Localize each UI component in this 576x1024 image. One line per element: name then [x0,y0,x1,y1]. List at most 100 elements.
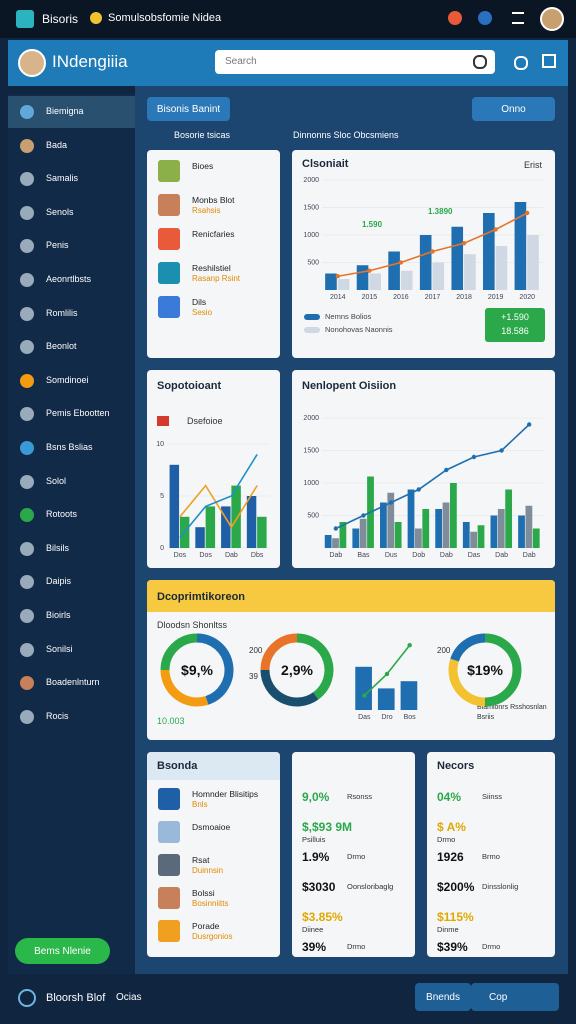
x-tick-label: Dob [412,552,425,559]
stat-label: Oonsloribaglg [347,882,394,891]
bar [525,505,533,548]
sidebar-item[interactable]: Pemis Ebootten [8,398,135,430]
sidebar-item[interactable]: Somdinoei [8,365,135,397]
sidebar-label: Somdinoei [46,374,89,385]
bar [355,666,372,710]
sidebar-item[interactable]: Daipis [8,566,135,598]
bar [415,528,422,548]
donut-side-label: 200 [437,646,451,655]
sidebar-label: Aeonrtlbsts [46,274,92,284]
y-tick-label: 5 [160,493,164,500]
sidebar-item[interactable]: Bsns Bslias [8,432,135,464]
item-icon [158,228,180,250]
line [335,423,530,530]
bar [432,262,445,290]
card-title: Necors [437,760,475,772]
card-title: Dcoprimtikoreon [157,591,246,603]
stat-value: $3030 [302,880,336,894]
x-tick-label: 2018 [456,294,472,301]
sidebar-item[interactable]: Sonilsi [8,634,135,666]
sidebar-item[interactable]: Bilsils [8,533,135,565]
sidebar-icon [20,306,34,321]
sidebar-item[interactable]: Beonlot [8,331,135,363]
bar [388,251,400,290]
stat-value: 04% [437,790,462,804]
app-name: Bisoris [42,12,79,26]
sidebar-icon [20,239,34,254]
bar [380,502,387,548]
line-point [444,467,449,473]
sidebar-item[interactable]: Aeonrtlbsts [8,264,135,296]
footer-button-label: Bnends [426,991,460,1003]
sidebar-item[interactable]: Penis [8,230,135,262]
toolbar-button-label: Onno [501,103,526,115]
sidebar-item[interactable]: Bioirls [8,600,135,632]
line-point [333,526,339,531]
bar [490,515,498,548]
notify-icon[interactable] [448,11,462,25]
item-title: Bioes [192,161,214,171]
x-tick-label: Dab [329,552,342,559]
x-tick-label: Das [468,552,481,559]
donut-segment [450,633,486,662]
search-box[interactable]: Search [215,50,495,74]
trend-card: Nenlopent Oisiion 500 1000 1500 2000 Dab Bas D… [292,370,555,568]
line-point [526,422,532,427]
window-icon[interactable] [542,54,556,68]
line-point [416,487,421,492]
bar [377,688,395,710]
chart: 500 1000 1500 2000 Dab Bas Dus Dob Dab Das Dab Dab [303,415,543,559]
donut-side-label: 200 [249,646,263,655]
refresh-icon[interactable] [514,56,528,70]
sidebar-icon [20,709,34,724]
sidebar-item[interactable]: Romlilis [8,298,135,330]
x-tick-label: 2017 [425,294,441,301]
footer-button[interactable]: Cop [471,983,559,1011]
toolbar-button[interactable]: Bisonis Banint [147,97,230,121]
bar [205,506,216,548]
header-avatar [18,49,46,77]
footer-button[interactable]: Bnends [415,983,471,1011]
avatar[interactable] [540,7,564,31]
line-point [335,274,340,279]
sidebar-item[interactable]: Rocis [8,701,135,733]
donut-side-label: 39 [249,672,258,681]
bar [325,273,337,290]
line-point [525,210,530,216]
x-tick-label: 2014 [330,294,346,301]
item-sub: Sesio [192,308,213,317]
sidebar-item[interactable]: Boadenlnturn [8,667,135,699]
sidebar-item[interactable]: Biemigna [8,96,135,128]
sidebar-item[interactable]: Samalis [8,163,135,195]
sidebar-label: Rocis [46,710,69,721]
sidebar-label: Daipis [46,576,72,587]
item-title: Porade [192,921,220,931]
legend-swatch [304,313,320,320]
sidebar-item[interactable]: Bada [8,130,135,162]
sidebar-button[interactable]: Bems Nlenie [15,938,110,964]
bar [246,496,257,548]
footer-button-label: Cop [489,991,508,1003]
badge-value: 18.586 [501,326,529,336]
donut-label: $9,% [181,662,213,678]
sidebar-item[interactable]: Senols [8,197,135,229]
sidebar-label: Rotoots [46,509,78,520]
item-sub: Bnls [192,800,208,809]
sidebar-item[interactable]: Solol [8,466,135,498]
item-title: Bolssi [192,888,215,898]
bar [169,464,180,548]
sidebar-label: Solol [46,475,67,486]
menu-icon[interactable] [512,12,524,24]
line-point [461,241,467,246]
legend-label: Nemns Bolios [325,312,372,321]
header: INdengiiia Search [8,40,568,86]
user-icon[interactable] [478,11,492,25]
donut [260,633,334,707]
x-tick-label: Dab [225,552,238,559]
legend-item: Nonohovas Naonnis [304,325,393,334]
x-tick-label: Dus [385,552,398,559]
sidebar: Bems Nlenie Biemigna Bada Samalis Senols Pen… [8,94,135,974]
line-point [361,513,366,518]
toolbar-button[interactable]: Onno [472,97,555,121]
sidebar-item[interactable]: Rotoots [8,499,135,531]
